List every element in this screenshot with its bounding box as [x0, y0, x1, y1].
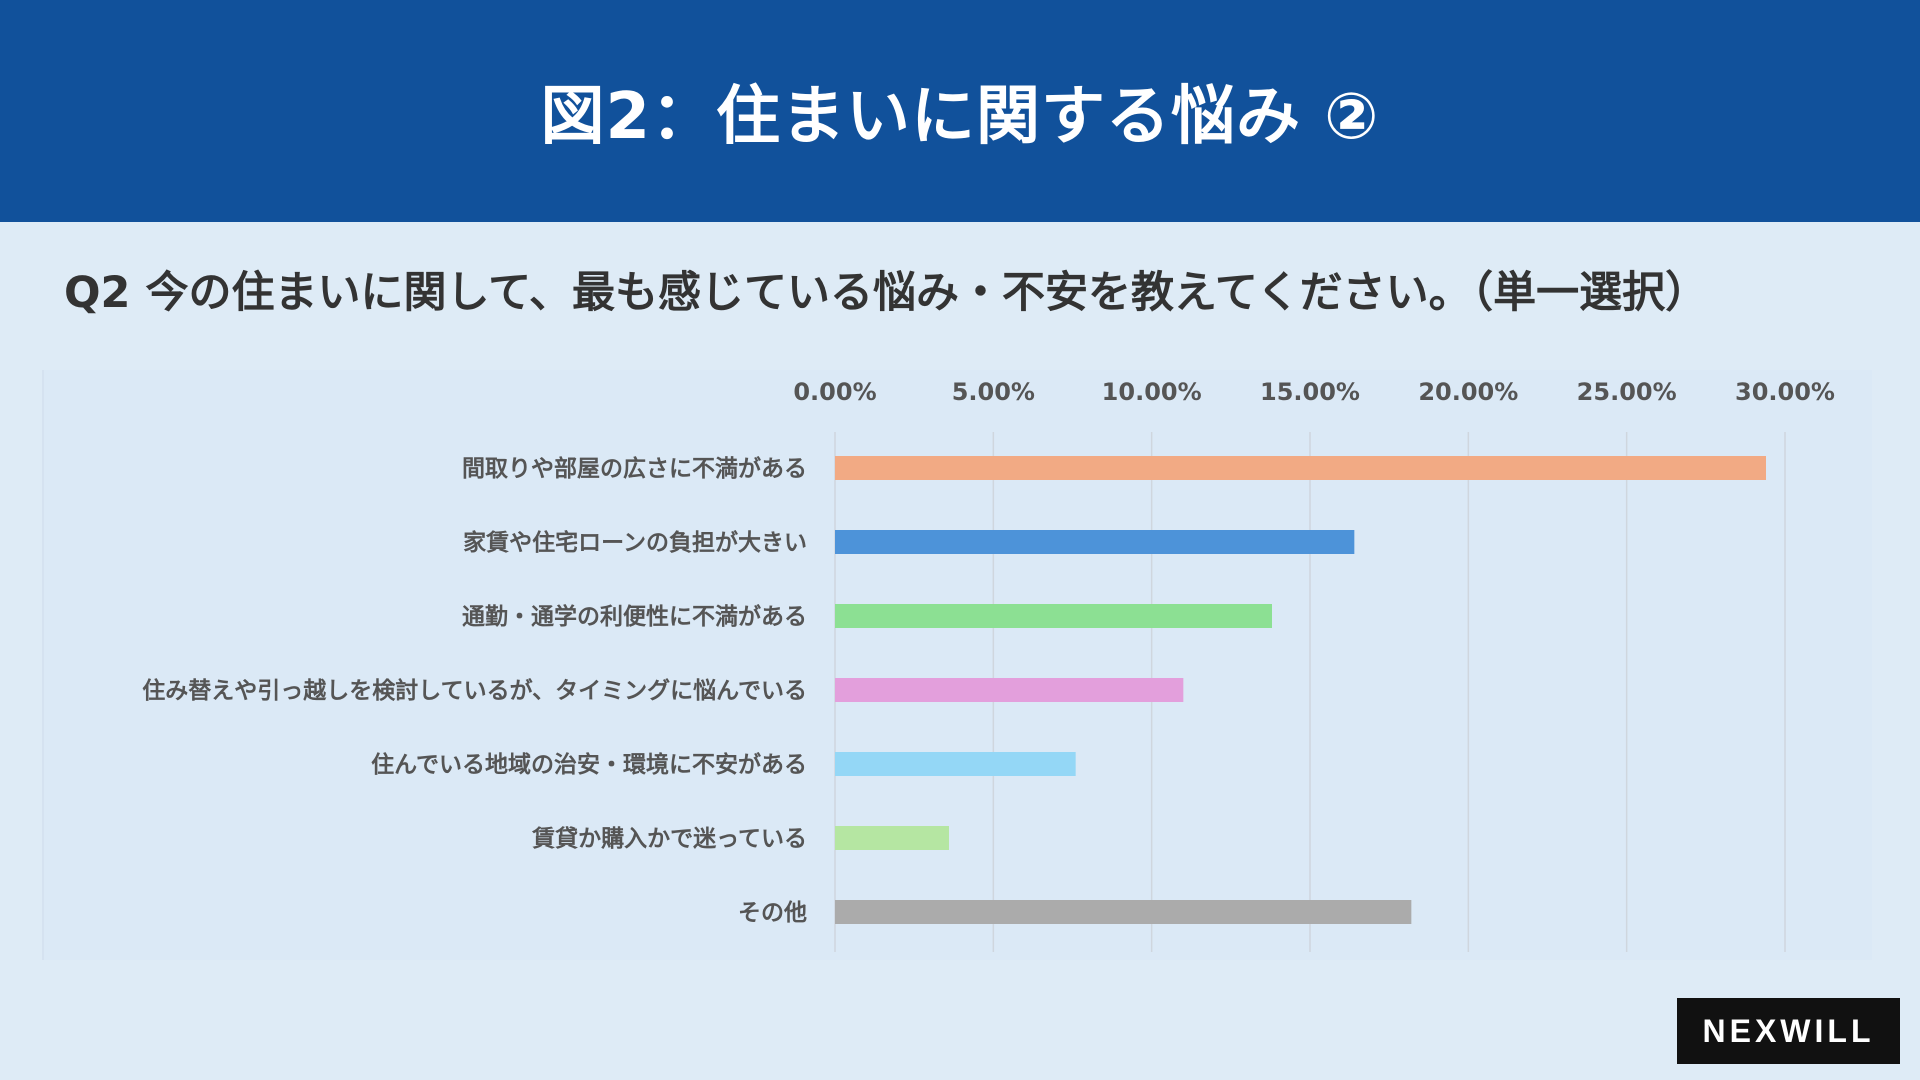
x-tick-label: 15.00% [1260, 378, 1360, 406]
bar [835, 900, 1412, 924]
question-text: Q2 今の住まいに関して、最も感じている悩み・不安を教えてください。（単一選択） [64, 268, 1709, 318]
brand-logo: NEXWILL [1677, 998, 1900, 1064]
x-tick-label: 10.00% [1102, 378, 1202, 406]
category-label: その他 [738, 900, 807, 926]
category-label: 賃貸か購入かで迷っている [531, 825, 807, 852]
bar-chart: 0.00% 5.00% 10.00% 15.00% 20.00% 25.00% 30.00%… [42, 370, 1835, 960]
category-label: 住んでいる地域の治安・環境に不安がある [371, 751, 807, 778]
x-tick-label: 5.00% [952, 378, 1035, 406]
x-tick-label: 0.00% [793, 378, 876, 406]
x-tick-label: 25.00% [1577, 378, 1677, 406]
bar [835, 678, 1184, 702]
x-tick-label: 20.00% [1418, 378, 1518, 406]
bar [835, 752, 1076, 776]
chart-panel: 0.00% 5.00% 10.00% 15.00% 20.00% 25.00% 30.00%… [42, 370, 1872, 960]
bar [835, 604, 1272, 628]
bar [835, 456, 1766, 480]
category-label: 家賃や住宅ローンの負担が大きい [463, 529, 807, 556]
page-title: 図2：住まいに関する悩み ② [540, 80, 1380, 154]
bar [835, 530, 1355, 554]
category-label: 住み替えや引っ越しを検討しているが、タイミングに悩んでいる [142, 677, 807, 704]
category-label: 通勤・通学の利便性に不満がある [462, 603, 807, 630]
x-tick-label: 30.00% [1735, 378, 1835, 406]
category-label: 間取りや部屋の広さに不満がある [462, 455, 807, 482]
bar [835, 826, 949, 850]
header-banner: 図2：住まいに関する悩み ② [0, 0, 1920, 222]
